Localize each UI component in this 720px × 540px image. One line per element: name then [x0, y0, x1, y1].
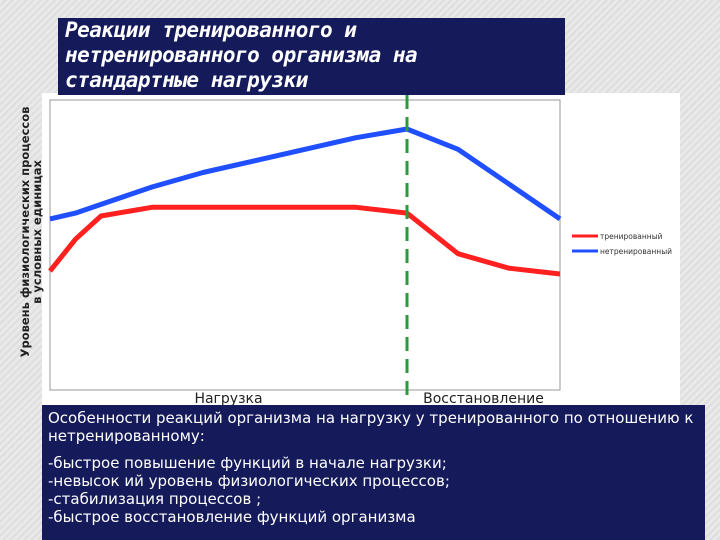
y-axis-label: в условных единицах — [30, 160, 44, 304]
notes-list: -быстрое повышение функций в начале нагр… — [48, 454, 699, 526]
notes: Особенности реакций организма на нагрузк… — [42, 405, 705, 540]
y-axis-label: Уровень физиологических процессов — [18, 107, 32, 358]
chart-area — [42, 93, 680, 405]
series-line — [48, 204, 561, 277]
region-label: Восстановление — [423, 391, 544, 405]
series-line — [49, 126, 562, 222]
legend-label: тренированный — [600, 232, 663, 241]
notes-item: -стабилизация процессов ; — [48, 490, 262, 508]
plot-frame — [49, 99, 561, 391]
legend-label: нетренированный — [600, 247, 672, 256]
notes-item: -быстрое повышение функций в начале нагр… — [48, 454, 447, 472]
notes-item: -невысок ий уровень физиологических проц… — [48, 472, 450, 490]
chart-title: Реакции тренированного и нетренированног… — [58, 18, 565, 95]
notes-item: -быстрое восстановление функций организм… — [48, 508, 416, 526]
notes-heading: Особенности реакций организма на нагрузк… — [48, 409, 694, 445]
region-label: Нагрузка — [194, 391, 262, 405]
